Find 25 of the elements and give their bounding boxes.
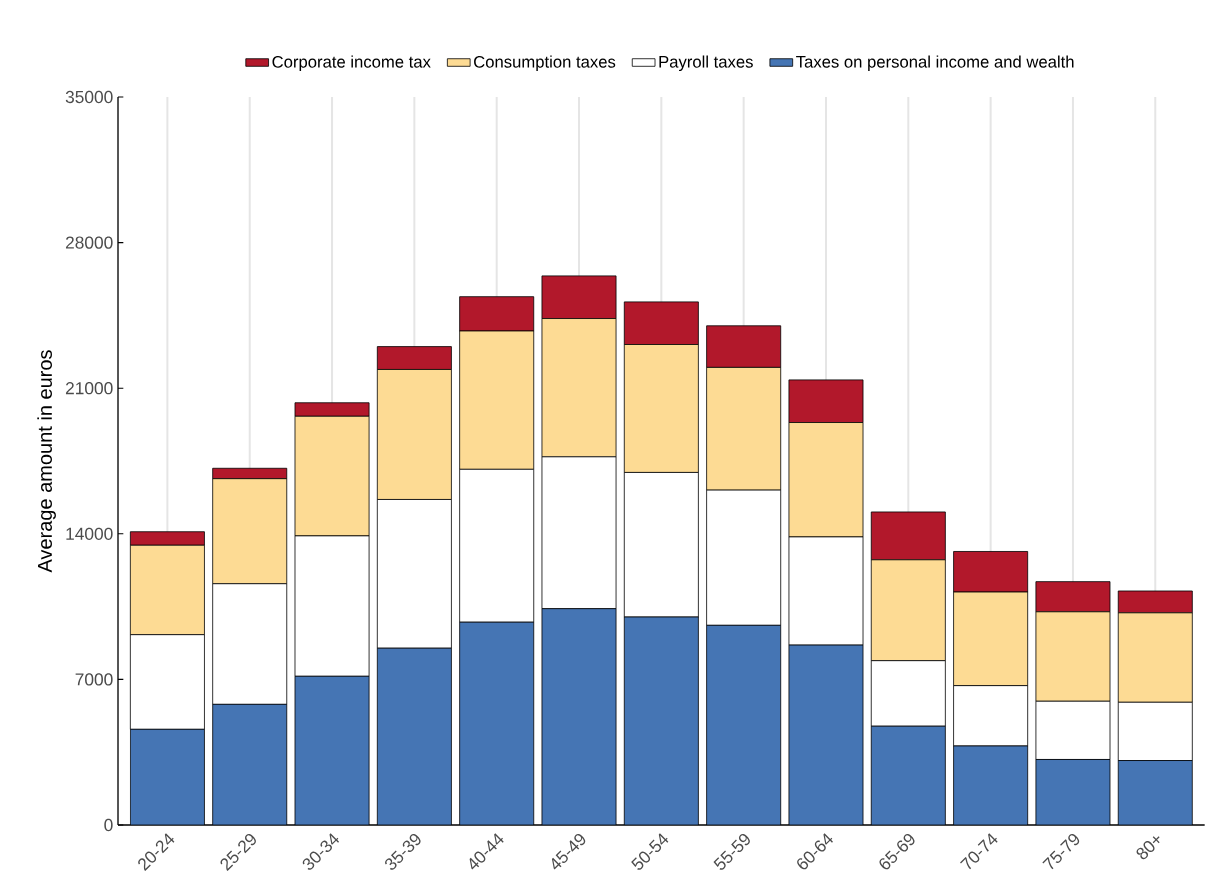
legend-label: Corporate income tax xyxy=(272,55,431,72)
y-tick-label: 21000 xyxy=(65,382,113,395)
bar xyxy=(706,625,781,825)
y-tick-label: 0 xyxy=(104,818,113,832)
bar xyxy=(130,729,205,825)
y-tick-label: 35000 xyxy=(65,90,113,104)
legend-label: Consumption taxes xyxy=(474,55,616,72)
bar xyxy=(377,648,452,825)
bar xyxy=(624,617,699,825)
y-tick-label: 28000 xyxy=(65,236,113,249)
bar xyxy=(1035,759,1110,825)
legend-label: Taxes on personal income and wealth xyxy=(796,55,1074,72)
bar xyxy=(541,608,617,825)
y-tick-label: 7000 xyxy=(75,673,113,686)
x-tick-label: 80+ xyxy=(1136,836,1160,860)
legend-label: Payroll taxes xyxy=(659,55,753,72)
bar xyxy=(459,622,534,825)
bar xyxy=(212,704,287,825)
bar xyxy=(788,645,864,825)
bar xyxy=(953,745,1028,825)
y-tick-label: 14000 xyxy=(66,527,113,540)
bar xyxy=(1117,760,1193,825)
bar xyxy=(295,676,370,825)
bar xyxy=(871,726,946,825)
y-axis-title: Average amount in euros xyxy=(37,350,56,573)
